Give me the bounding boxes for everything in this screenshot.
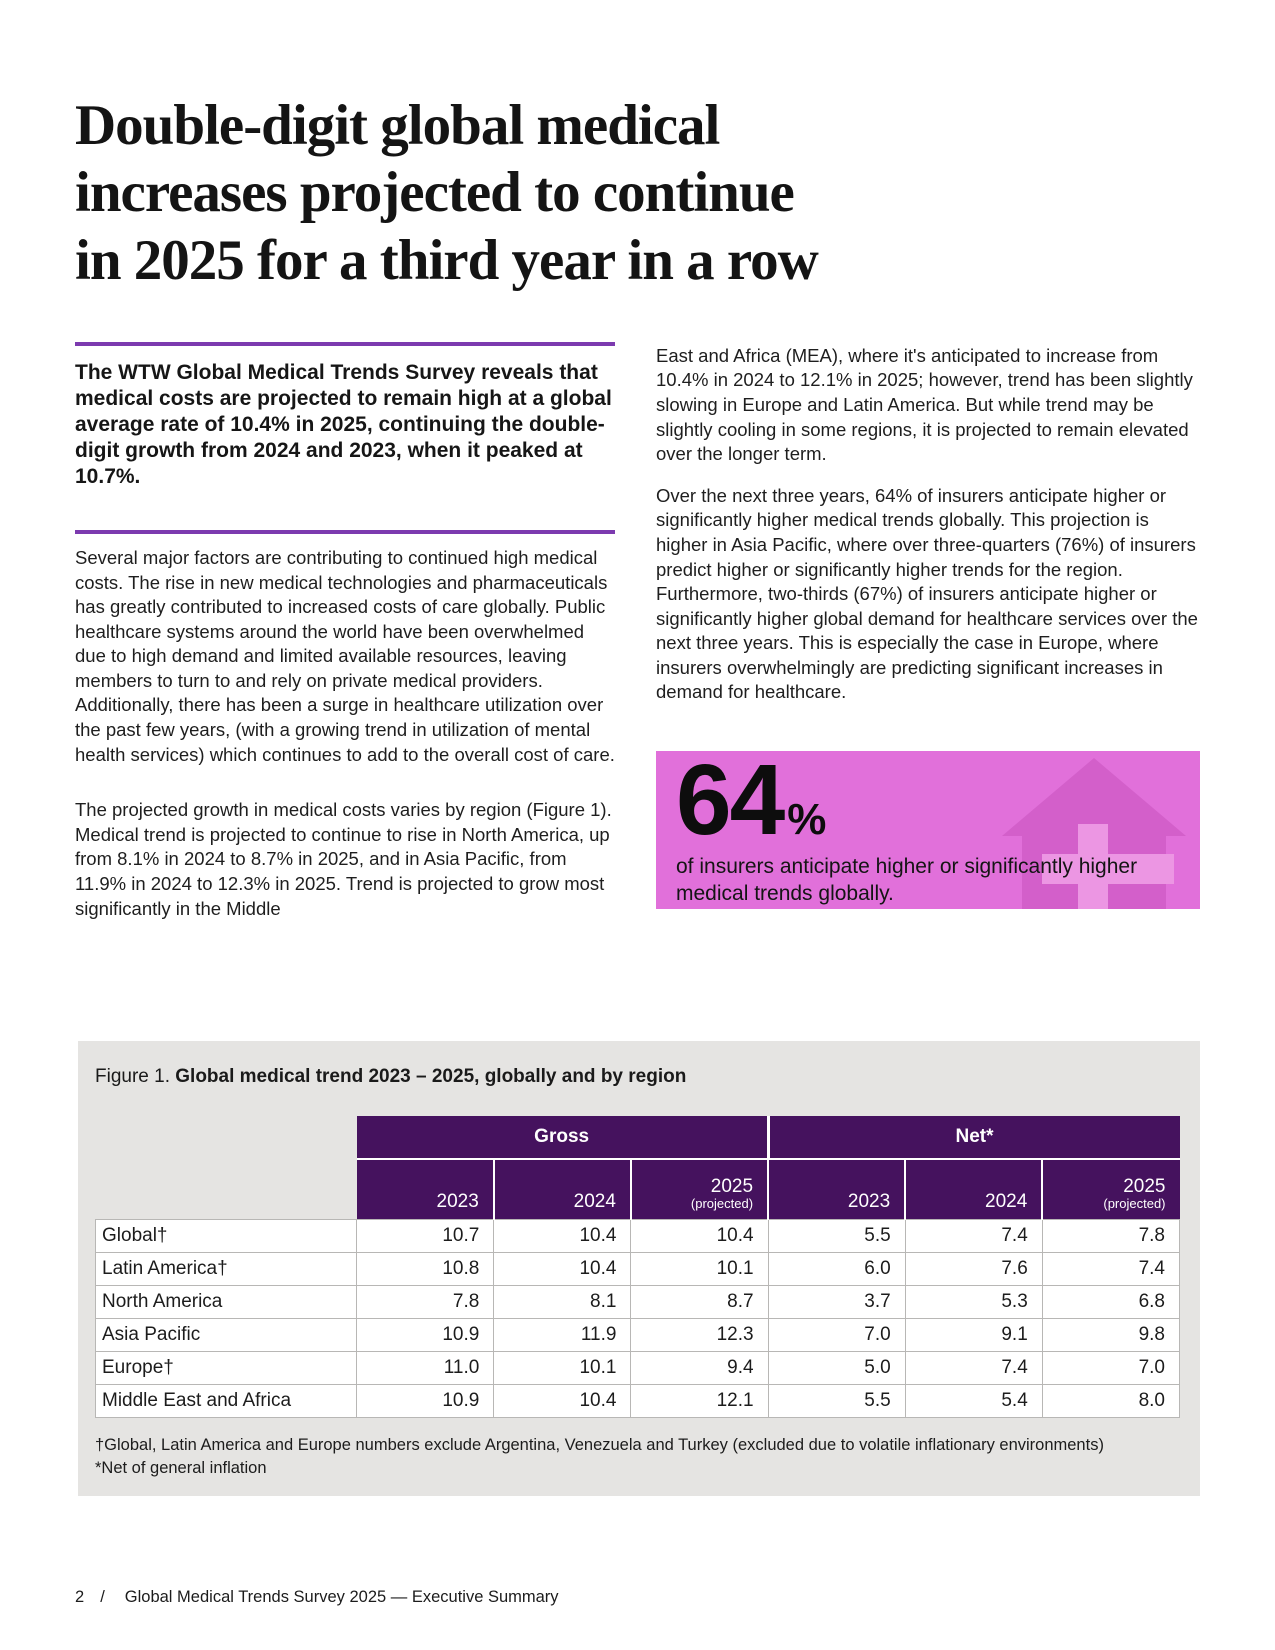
stat-callout-content: 64 % of insurers anticipate higher or si… xyxy=(656,751,1200,908)
group-header-gross: Gross xyxy=(356,1115,769,1159)
value-cell: 9.1 xyxy=(904,1317,1043,1352)
table-group-header-row: Gross Net* xyxy=(96,1115,1180,1159)
value-cell: 5.3 xyxy=(904,1284,1043,1319)
value-cell: 11.0 xyxy=(356,1350,495,1385)
year-header-net-2025: 2025 (projected) xyxy=(1041,1157,1180,1220)
body-paragraph-3: East and Africa (MEA), where it's antici… xyxy=(656,344,1193,465)
figure1-label: Figure 1. xyxy=(95,1066,170,1088)
region-cell: Global† xyxy=(94,1218,358,1253)
table-footnote-1: †Global, Latin America and Europe number… xyxy=(95,1435,1104,1454)
value-cell: 5.5 xyxy=(767,1383,906,1418)
region-cell: Latin America† xyxy=(94,1251,358,1286)
table-row: Global† 10.7 10.4 10.4 5.5 7.4 7.8 xyxy=(94,1218,1181,1253)
value-cell: 3.7 xyxy=(767,1284,906,1319)
stat-line: 64 % xyxy=(676,751,1180,857)
table-row: Asia Pacific 10.9 11.9 12.3 7.0 9.1 9.8 xyxy=(94,1317,1181,1352)
value-cell: 10.9 xyxy=(356,1317,495,1352)
value-cell: 7.8 xyxy=(356,1284,495,1319)
intro-rule-top xyxy=(75,341,615,346)
table-footnotes: †Global, Latin America and Europe number… xyxy=(95,1434,1180,1480)
year-header-gross-2023: 2023 xyxy=(356,1157,494,1220)
group-header-net: Net* xyxy=(766,1115,1180,1159)
table-corner-spacer xyxy=(96,1116,357,1159)
year-header-net-2024: 2024 xyxy=(904,1157,1043,1220)
year-header-net-2023: 2023 xyxy=(767,1157,906,1220)
intro-paragraph: The WTW Global Medical Trends Survey rev… xyxy=(75,360,612,488)
page-title-line-1: Double-digit global medical xyxy=(75,94,720,157)
value-cell: 7.0 xyxy=(767,1317,906,1352)
value-cell: 11.9 xyxy=(493,1317,632,1352)
region-cell: North America xyxy=(94,1284,358,1319)
value-cell: 7.0 xyxy=(1041,1350,1181,1385)
table-row: Latin America† 10.8 10.4 10.1 6.0 7.6 7.… xyxy=(94,1251,1181,1286)
value-cell: 10.9 xyxy=(356,1383,495,1418)
left-column: The WTW Global Medical Trends Survey rev… xyxy=(75,341,615,921)
value-cell: 10.1 xyxy=(493,1350,632,1385)
value-cell: 10.4 xyxy=(493,1218,632,1253)
table-row: Europe† 11.0 10.1 9.4 5.0 7.4 7.0 xyxy=(94,1350,1181,1385)
value-cell: 7.8 xyxy=(1041,1218,1181,1253)
page-footer: 2 / Global Medical Trends Survey 2025 — … xyxy=(75,1588,559,1607)
value-cell: 7.4 xyxy=(1041,1251,1181,1286)
page-number: 2 xyxy=(75,1588,85,1606)
value-cell: 10.7 xyxy=(356,1218,495,1253)
value-cell: 5.0 xyxy=(767,1350,906,1385)
body-paragraph-4: Over the next three years, 64% of insure… xyxy=(656,484,1198,703)
body-paragraph-1: Several major factors are contributing t… xyxy=(75,546,615,765)
value-cell: 6.0 xyxy=(767,1251,906,1286)
body-paragraph-2: The projected growth in medical costs va… xyxy=(75,799,612,919)
table-row: Middle East and Africa 10.9 10.4 12.1 5.… xyxy=(94,1383,1181,1418)
house-with-plus-icon xyxy=(1002,758,1186,910)
value-cell: 10.4 xyxy=(493,1383,632,1418)
footer-text: Global Medical Trends Survey 2025 — Exec… xyxy=(124,1588,559,1606)
value-cell: 7.4 xyxy=(904,1350,1043,1385)
value-cell: 10.8 xyxy=(356,1251,495,1286)
value-cell: 12.3 xyxy=(630,1317,769,1352)
page-title-line-2: increases projected to continue xyxy=(75,161,795,225)
value-cell: 9.4 xyxy=(630,1350,769,1385)
stat-number: 64 xyxy=(676,751,785,857)
table-row: North America 7.8 8.1 8.7 3.7 5.3 6.8 xyxy=(94,1284,1181,1319)
value-cell: 9.8 xyxy=(1041,1317,1181,1352)
region-cell: Asia Pacific xyxy=(94,1317,358,1352)
table-corner-spacer xyxy=(96,1159,357,1220)
stat-percent-sign: % xyxy=(787,795,827,845)
value-cell: 7.6 xyxy=(904,1251,1043,1286)
figure1-title: Global medical trend 2023 – 2025, global… xyxy=(175,1066,687,1088)
figure1-caption: Figure 1. Global medical trend 2023 – 20… xyxy=(95,1059,1180,1090)
value-cell: 12.1 xyxy=(630,1383,769,1418)
stat-caption: of insurers anticipate higher or signifi… xyxy=(676,855,1138,905)
value-cell: 6.8 xyxy=(1041,1284,1181,1319)
value-cell: 8.1 xyxy=(493,1284,632,1319)
value-cell: 10.1 xyxy=(630,1251,769,1286)
value-cell: 5.4 xyxy=(904,1383,1043,1418)
value-cell: 10.4 xyxy=(630,1218,769,1253)
value-cell: 7.4 xyxy=(904,1218,1043,1253)
intro-rule-bottom xyxy=(75,529,615,534)
region-cell: Europe† xyxy=(94,1350,358,1385)
figure1-panel: Figure 1. Global medical trend 2023 – 20… xyxy=(78,1041,1200,1497)
stat-callout: 64 % of insurers anticipate higher or si… xyxy=(656,751,1200,910)
table-footnote-2: *Net of general inflation xyxy=(95,1459,267,1477)
value-cell: 8.0 xyxy=(1041,1383,1181,1418)
page-title: Double-digit global medical increases pr… xyxy=(75,92,1200,294)
region-cell: Middle East and Africa xyxy=(94,1383,358,1418)
page-title-line-3: in 2025 for a third year in a row xyxy=(75,228,819,292)
table-year-header-row: 2023 2024 2025 (projected) 2023 2024 xyxy=(96,1157,1180,1220)
footer-separator: / xyxy=(100,1588,105,1606)
year-header-gross-2025: 2025 (projected) xyxy=(629,1157,769,1220)
value-cell: 5.5 xyxy=(767,1218,906,1253)
value-cell: 8.7 xyxy=(630,1284,769,1319)
value-cell: 10.4 xyxy=(493,1251,632,1286)
right-column: East and Africa (MEA), where it's antici… xyxy=(656,342,1200,921)
two-column-body: The WTW Global Medical Trends Survey rev… xyxy=(75,341,1200,921)
medical-trend-table: Gross Net* 2023 2024 2025 (projected) xyxy=(94,1115,1181,1418)
year-header-gross-2024: 2024 xyxy=(492,1157,631,1220)
